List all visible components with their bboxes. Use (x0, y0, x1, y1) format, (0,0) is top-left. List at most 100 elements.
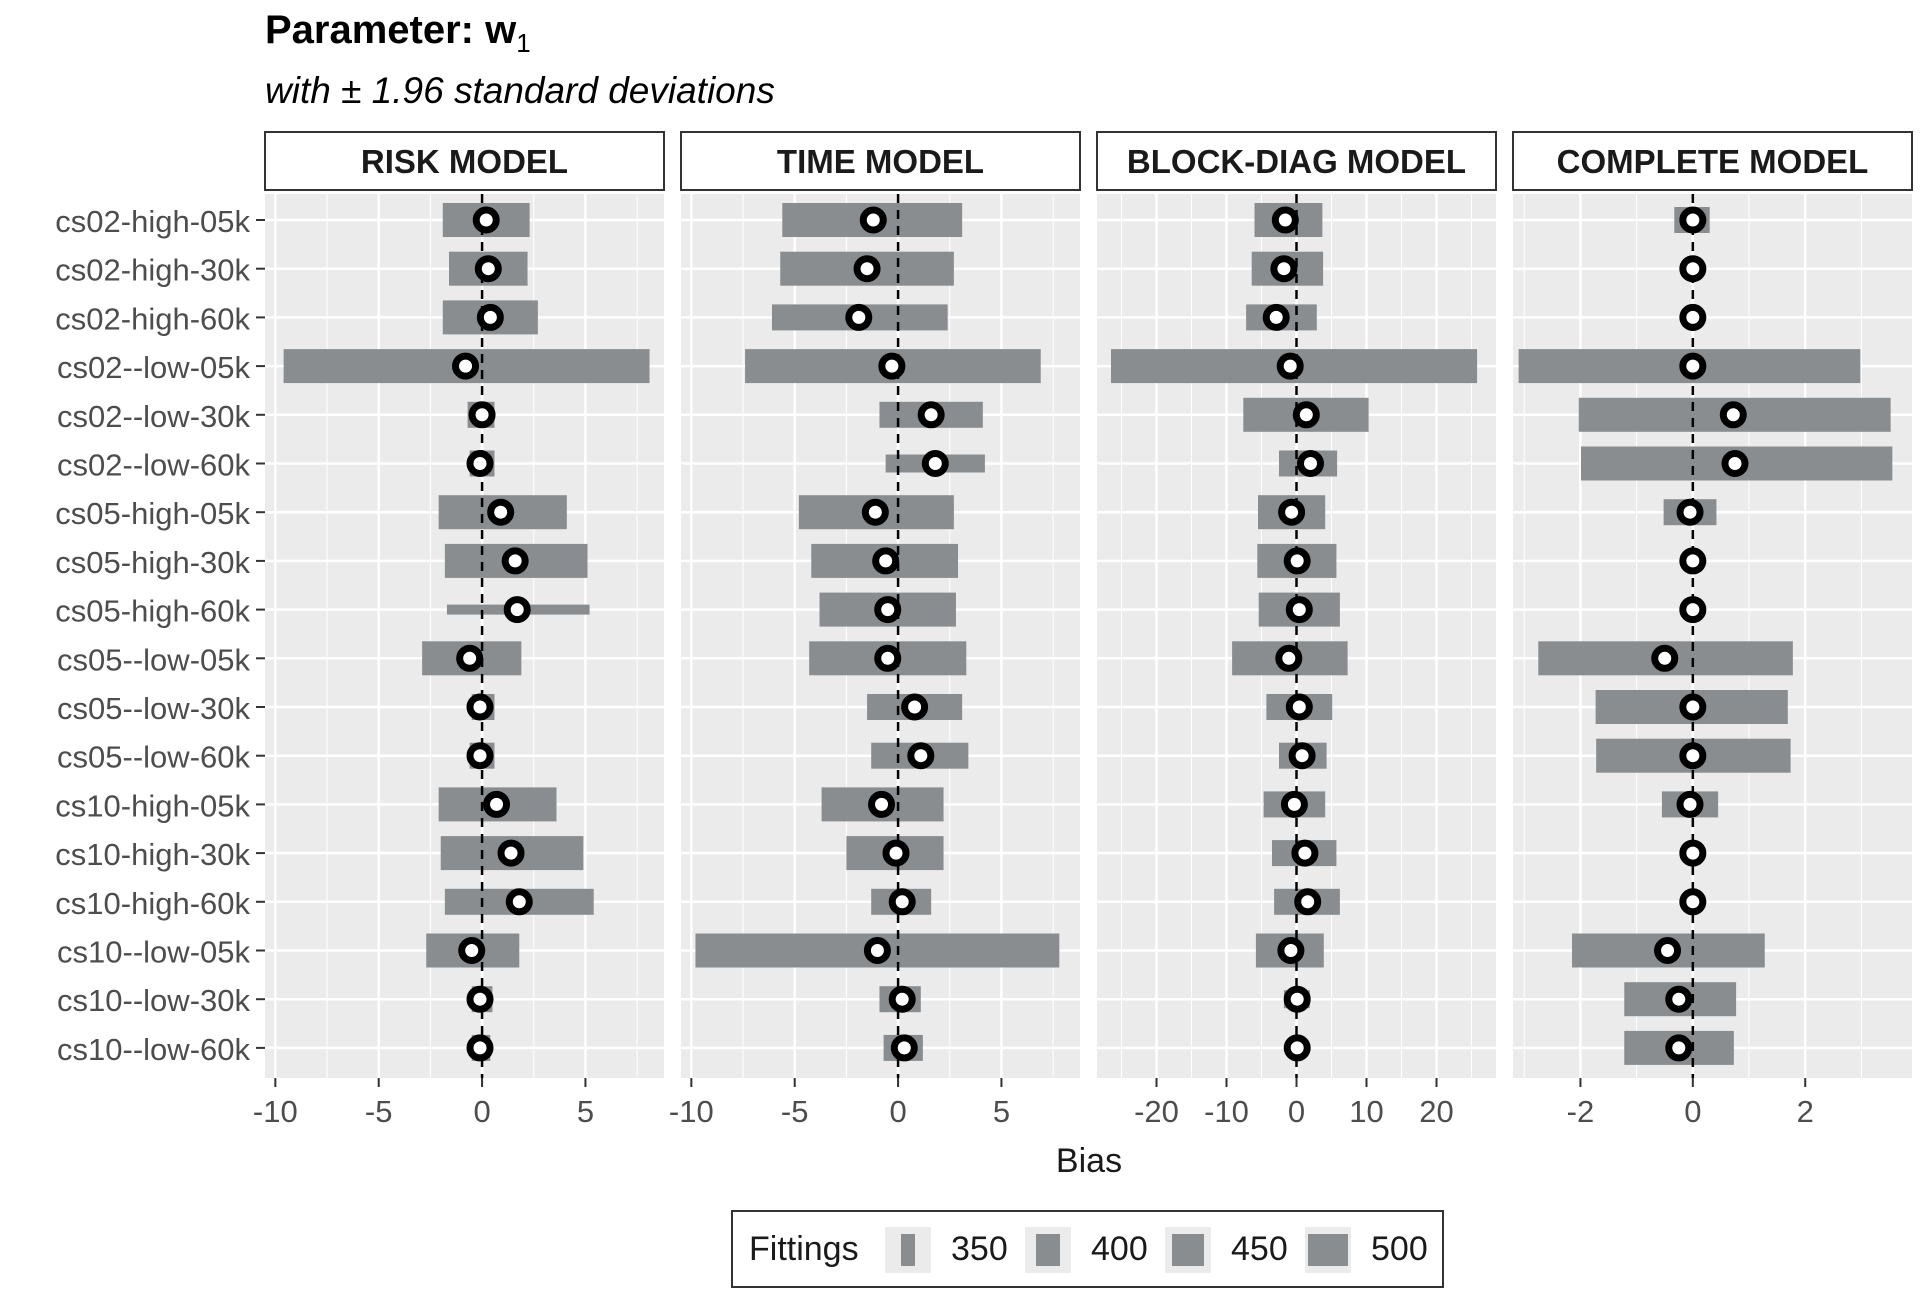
estimate-point (1288, 742, 1316, 770)
y-tick-label: cs05-high-60k (55, 594, 250, 629)
estimate-point (466, 1034, 494, 1062)
x-tick-label: -5 (365, 1094, 393, 1129)
estimate-point (497, 839, 525, 867)
estimate-point (466, 985, 494, 1013)
panel-background (265, 194, 664, 1078)
estimate-point (1280, 790, 1308, 818)
estimate-point (503, 596, 531, 624)
estimate-point (888, 888, 916, 916)
estimate-point (1270, 255, 1298, 283)
estimate-point (1276, 352, 1304, 380)
estimate-point (1654, 937, 1682, 964)
x-tick-label: 2 (1797, 1094, 1814, 1129)
estimate-point (874, 644, 902, 672)
chart-title: Parameter: w1 (265, 8, 531, 59)
y-tick-label: cs02-high-60k (55, 301, 250, 336)
x-tick-label: -5 (781, 1094, 809, 1129)
estimate-point (1676, 790, 1704, 818)
estimate-point (863, 937, 891, 964)
estimate-point (1283, 985, 1311, 1013)
legend-label-500: 500 (1371, 1230, 1428, 1268)
panel-title: TIME MODEL (777, 143, 984, 180)
estimate-point (1679, 303, 1707, 331)
x-tick-label: 0 (889, 1094, 906, 1129)
x-tick-label: 5 (993, 1094, 1010, 1129)
estimate-point (853, 255, 881, 283)
estimate-point (890, 1034, 918, 1062)
estimate-point (901, 693, 929, 721)
x-tick-label: 20 (1419, 1094, 1453, 1129)
estimate-point (1679, 693, 1707, 721)
estimate-point (458, 937, 486, 964)
x-tick-label: 0 (1288, 1094, 1305, 1129)
y-tick-label: cs02--low-05k (57, 350, 250, 385)
panel-strip (680, 131, 1081, 191)
estimate-point (1294, 888, 1322, 916)
estimate-point (878, 352, 906, 380)
x-tick-label: -20 (1134, 1094, 1179, 1129)
estimate-point (917, 401, 945, 429)
estimate-point (907, 742, 935, 770)
estimate-point (1292, 401, 1320, 429)
estimate-point (1679, 206, 1707, 234)
x-tick-label: 5 (577, 1094, 594, 1129)
panel-title: RISK MODEL (361, 143, 568, 180)
estimate-point (476, 303, 504, 331)
estimate-point (1262, 303, 1290, 331)
chart-subtitle: with ± 1.96 standard deviations (265, 70, 775, 111)
estimate-point (456, 644, 484, 672)
x-tick-label: -2 (1567, 1094, 1595, 1129)
estimate-point (868, 790, 896, 818)
estimate-point (1679, 742, 1707, 770)
legend-key-400 (1025, 1227, 1071, 1273)
x-tick-label: -10 (669, 1094, 714, 1129)
legend-key-350 (885, 1227, 931, 1273)
y-tick-label: cs10--low-60k (57, 1032, 250, 1067)
estimate-point (483, 790, 511, 818)
y-tick-label: cs10-high-05k (55, 788, 250, 823)
estimate-point (859, 206, 887, 234)
estimate-point (468, 401, 496, 429)
legend-key-500 (1305, 1227, 1351, 1273)
estimate-point (1719, 401, 1747, 429)
estimate-point (1271, 206, 1299, 234)
estimate-point (1283, 547, 1311, 575)
panel-strip (1096, 131, 1497, 191)
estimate-point (1679, 352, 1707, 380)
estimate-point (487, 498, 515, 526)
panel-strip (264, 131, 665, 191)
y-tick-label: cs10-high-60k (55, 886, 250, 921)
x-tick-label: 0 (473, 1094, 490, 1129)
estimate-point (1278, 498, 1306, 526)
estimate-point (1679, 255, 1707, 283)
estimate-point (1679, 839, 1707, 867)
estimate-point (1679, 888, 1707, 916)
estimate-point (845, 303, 873, 331)
estimate-point (472, 206, 500, 234)
estimate-point (1665, 985, 1693, 1013)
estimate-point (882, 839, 910, 867)
y-tick-label: cs10--low-05k (57, 935, 250, 970)
legend: Fittings 350 400 450 500 (731, 1210, 1444, 1288)
estimate-point (1297, 450, 1324, 477)
y-tick-label: cs02-high-05k (55, 204, 250, 239)
panel-title: BLOCK-DIAG MODEL (1127, 143, 1466, 180)
estimate-point (1679, 547, 1707, 575)
y-tick-label: cs05-high-05k (55, 496, 250, 531)
estimate-point (1721, 450, 1749, 477)
legend-label-350: 350 (951, 1230, 1008, 1268)
estimate-point (1285, 693, 1313, 721)
y-tick-label: cs05--low-05k (57, 642, 250, 677)
legend-label-450: 450 (1231, 1230, 1288, 1268)
estimate-point (452, 352, 480, 380)
estimate-point (474, 255, 502, 283)
x-tick-label: -10 (253, 1094, 298, 1129)
legend-key-450 (1165, 1227, 1211, 1273)
y-tick-label: cs05-high-30k (55, 545, 250, 580)
estimate-point (1283, 1034, 1311, 1062)
panel-strip (1512, 131, 1913, 191)
estimate-point (466, 693, 494, 721)
estimate-point (1275, 644, 1303, 672)
x-tick-label: 0 (1684, 1094, 1701, 1129)
estimate-point (505, 888, 533, 916)
